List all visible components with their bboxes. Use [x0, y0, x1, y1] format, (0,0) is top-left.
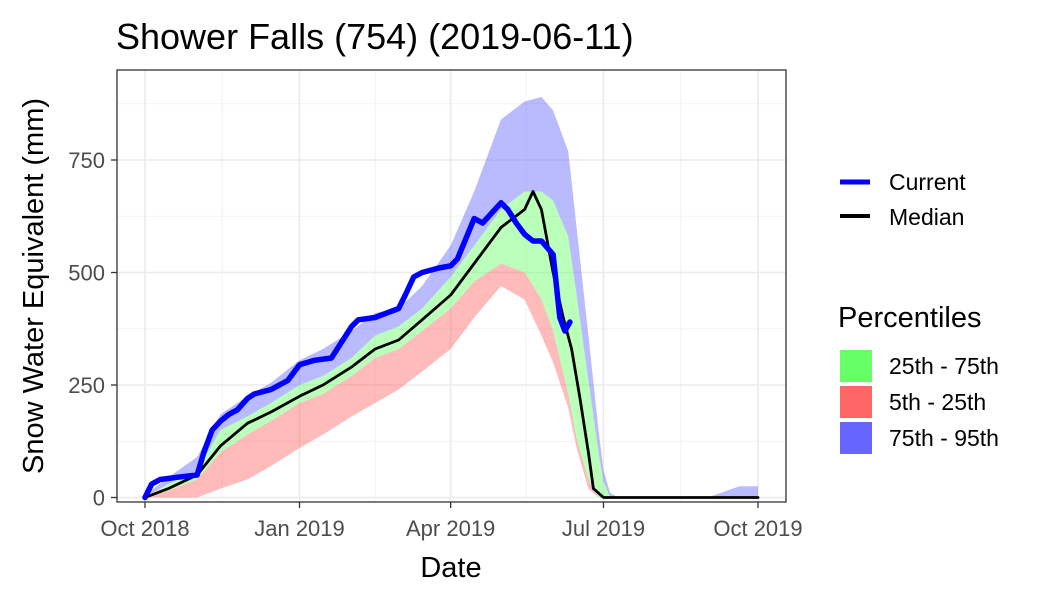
- chart-title: Shower Falls (754) (2019-06-11): [116, 16, 634, 57]
- x-axis: Oct 2018 Jan 2019 Apr 2019 Jul 2019 Oct 2019: [100, 502, 803, 541]
- legend-title-percentiles: Percentiles: [838, 302, 981, 334]
- percentile-bands: [145, 97, 758, 498]
- legend-label-75-95: 75th - 95th: [889, 425, 999, 451]
- plot-background: [117, 70, 786, 502]
- y-axis: 0 250 500 750: [68, 148, 117, 511]
- series-lines: [142, 190, 760, 501]
- legend-label-25-75: 25th - 75th: [889, 353, 999, 379]
- x-tick-label: Jan 2019: [254, 516, 345, 541]
- grid-major: [117, 70, 786, 502]
- legend-label-current: Current: [889, 169, 966, 195]
- legend: Current Median Percentiles 25th - 75th 5…: [838, 169, 999, 454]
- band-25th-75th: [145, 191, 758, 498]
- x-tick-label: Apr 2019: [406, 516, 495, 541]
- series-line-median: [143, 190, 760, 499]
- legend-key-75-95: [840, 422, 872, 454]
- x-tick-label: Oct 2019: [713, 516, 802, 541]
- band-5th-25th: [145, 263, 758, 498]
- y-tick-label: 750: [68, 148, 105, 173]
- series-line-current: [142, 200, 573, 501]
- y-tick-label: 0: [93, 486, 105, 511]
- y-tick-label: 250: [68, 373, 105, 398]
- x-tick-label: Jul 2019: [562, 516, 645, 541]
- x-axis-title: Date: [420, 552, 481, 584]
- y-axis-title: Snow Water Equivalent (mm): [18, 98, 50, 474]
- x-tick-label: Oct 2018: [100, 516, 189, 541]
- plot-border: [116, 69, 787, 503]
- legend-key-25-75: [840, 350, 872, 382]
- grid-minor: [117, 70, 786, 502]
- legend-label-5-25: 5th - 25th: [889, 389, 986, 415]
- legend-label-median: Median: [889, 204, 964, 230]
- legend-key-5-25: [840, 386, 872, 418]
- y-tick-label: 500: [68, 261, 105, 286]
